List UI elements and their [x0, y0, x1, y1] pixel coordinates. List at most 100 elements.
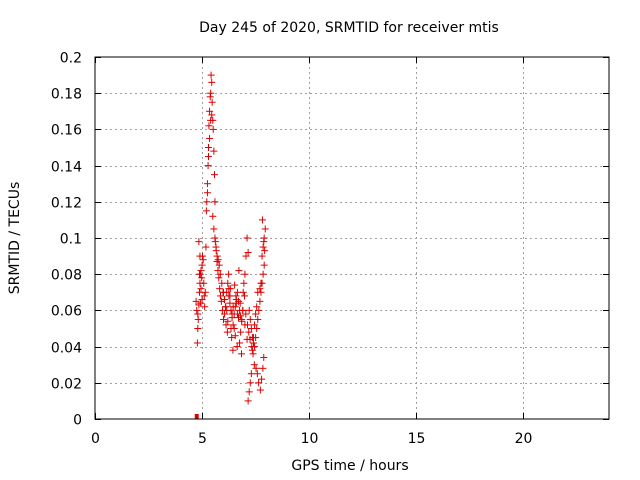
data-point: [201, 303, 209, 311]
data-point: [213, 258, 221, 266]
x-tick-label: 20: [515, 431, 533, 447]
data-point: [220, 288, 227, 296]
data-point: [231, 281, 239, 289]
data-point: [211, 238, 219, 246]
data-point: [216, 270, 224, 278]
data-point: [196, 252, 204, 260]
data-point: [217, 292, 225, 300]
data-point: [260, 353, 268, 361]
data-point: [241, 270, 249, 278]
data-point: [243, 234, 251, 242]
data-point: [259, 243, 267, 251]
data-point: [218, 279, 226, 287]
y-tick-label: 0.06: [51, 304, 82, 320]
chart-title: Day 245 of 2020, SRMTID for receiver mti…: [199, 20, 499, 36]
data-point: [224, 317, 232, 325]
data-point: [261, 247, 269, 255]
data-point: [203, 189, 211, 197]
data-point: [254, 288, 262, 296]
data-point: [195, 238, 203, 246]
data-point: [196, 270, 204, 278]
data-point: [241, 321, 249, 329]
data-point: [202, 243, 210, 251]
x-tick-label: 5: [198, 431, 207, 447]
data-point: [256, 386, 264, 394]
data-point: [197, 267, 205, 275]
data-points: [192, 71, 269, 419]
data-point: [261, 225, 269, 233]
data-point: [260, 238, 268, 246]
y-tick-label: 0.2: [60, 51, 82, 67]
data-point: [242, 252, 250, 260]
y-tick-label: 0.18: [51, 87, 82, 103]
data-point: [211, 171, 219, 179]
data-point: [258, 216, 266, 224]
data-point: [244, 248, 252, 256]
data-point: [248, 343, 256, 351]
data-point: [201, 288, 209, 296]
data-point: [235, 267, 243, 275]
data-point: [193, 339, 201, 347]
data-point: [200, 279, 208, 287]
data-point: [248, 346, 256, 354]
data-point: [229, 303, 237, 311]
data-point: [256, 285, 264, 293]
zero-value-marker: [194, 414, 199, 419]
data-point: [227, 325, 235, 332]
data-point: [240, 292, 248, 300]
data-point: [255, 379, 263, 387]
data-point: [208, 78, 216, 86]
data-point: [228, 334, 236, 342]
y-tick-label: 0.16: [51, 123, 82, 139]
data-point: [204, 162, 212, 170]
data-point: [226, 292, 234, 300]
data-point: [198, 274, 206, 282]
data-point: [245, 328, 253, 336]
data-point: [208, 98, 216, 106]
y-tick-label: 0.12: [51, 196, 82, 212]
data-point: [245, 388, 253, 396]
data-point: [211, 198, 219, 206]
data-point: [207, 116, 215, 124]
data-point: [193, 306, 201, 314]
data-point: [249, 334, 257, 342]
data-point: [254, 315, 262, 323]
data-point: [221, 310, 229, 318]
x-tick-label: 10: [301, 431, 319, 447]
data-point: [205, 153, 213, 161]
data-point: [197, 299, 205, 307]
x-tick-label: 0: [91, 431, 100, 447]
data-point: [247, 370, 255, 378]
data-point: [210, 147, 218, 155]
x-tick-label: 15: [408, 431, 426, 447]
data-point: [239, 288, 247, 296]
data-point: [255, 306, 263, 314]
data-point: [232, 299, 240, 307]
data-point: [252, 310, 260, 318]
data-point: [223, 306, 231, 314]
data-point: [237, 328, 245, 336]
data-point: [203, 180, 211, 188]
data-point: [222, 303, 230, 311]
data-point: [258, 375, 266, 383]
data-point: [199, 256, 207, 264]
data-point: [243, 335, 251, 343]
data-point: [208, 111, 216, 119]
data-point: [251, 321, 259, 329]
data-point: [246, 379, 254, 387]
data-point: [225, 270, 233, 278]
data-point: [253, 325, 261, 332]
data-point: [207, 89, 215, 97]
axis-ticks: 0 0.02 0.04 0.06 0.08 0.1 0.12 0.14 0.16 0.18 0.2 0…: [51, 51, 609, 447]
data-point: [195, 301, 203, 309]
data-point: [207, 71, 215, 79]
data-point: [253, 303, 261, 311]
data-point: [215, 261, 223, 269]
data-point: [206, 134, 214, 142]
data-point: [253, 370, 261, 378]
data-point: [233, 310, 241, 318]
data-point: [224, 279, 232, 287]
data-point: [205, 122, 213, 130]
data-point: [205, 144, 213, 151]
